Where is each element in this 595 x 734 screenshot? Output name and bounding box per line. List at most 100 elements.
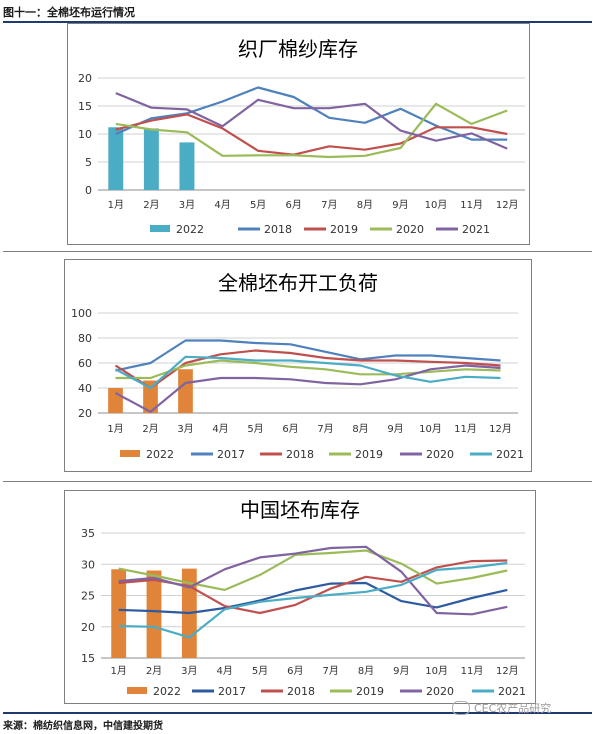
figure-header: 图十一：全棉坯布运行情况	[3, 4, 591, 22]
x-tick-label: 4月	[216, 665, 232, 677]
x-tick-label: 2月	[142, 423, 158, 435]
legend-swatch-2022	[150, 225, 170, 232]
bar-2022-3	[178, 369, 193, 413]
legend-label-2021: 2021	[498, 685, 526, 698]
series-line-2020	[114, 364, 501, 413]
x-tick-label: 12月	[489, 423, 512, 435]
x-tick-label: 8月	[352, 423, 368, 435]
x-tick-label: 8月	[358, 665, 374, 677]
series-line-2019	[118, 549, 508, 592]
series-line-2019	[115, 113, 508, 156]
watermark: CEC农产品研究	[452, 700, 551, 716]
chart-yarn-inventory: 织厂棉纱库存 0 5 10 15 20 1月 2月 3月 4月 5月 6月 7月 8月 9月 10月 11月 12…	[78, 37, 525, 236]
legend-label-2022: 2022	[146, 448, 174, 461]
chart-panel-greige-inventory: 中国坯布库存 15 20 25 30 35 1月 2月 3月 4月 5月 6月 7月 8月 9月 10月 11月…	[64, 490, 536, 704]
y-tick-label: 20	[78, 72, 92, 85]
x-tick-label: 8月	[357, 199, 373, 211]
y-tick-label: 0	[85, 184, 92, 197]
legend-label-2020: 2020	[426, 448, 454, 461]
y-tick-label: 15	[81, 652, 95, 665]
legend-label-2019: 2019	[356, 685, 384, 698]
y-tick-label: 35	[81, 527, 95, 540]
chart-panel-yarn-inventory: 织厂棉纱库存 0 5 10 15 20 1月 2月 3月 4月 5月 6月 7月 8月 9月 10月 11月 12…	[67, 23, 530, 245]
x-tick-label: 11月	[460, 199, 483, 211]
chart-panel-operating-rate: 全棉坯布开工负荷 20 40 60 80 100 1月 2月 3月 4月 5月 6月 7月 8月 9月 10月…	[64, 259, 532, 472]
y-tick-label: 100	[71, 307, 92, 320]
y-tick-label: 20	[81, 621, 95, 634]
x-tick-label: 10月	[425, 665, 448, 677]
legend-label-2017: 2017	[218, 685, 246, 698]
bar-2022-2	[146, 570, 162, 658]
x-tick-label: 3月	[177, 423, 193, 435]
x-tick-label: 3月	[181, 665, 197, 677]
bar-2022-2	[143, 380, 158, 413]
x-tick-label: 7月	[317, 423, 333, 435]
chart-operating-rate: 全棉坯布开工负荷 20 40 60 80 100 1月 2月 3月 4月 5月 6月 7月 8月 9月 10月…	[71, 271, 524, 461]
legend-label-2021: 2021	[496, 448, 524, 461]
x-tick-label: 5月	[252, 665, 268, 677]
x-tick-label: 10月	[419, 423, 442, 435]
y-tick-label: 15	[78, 100, 92, 113]
x-tick-label: 6月	[286, 199, 302, 211]
legend-label-2020: 2020	[426, 685, 454, 698]
series-line-2020	[115, 102, 508, 159]
legend-label-2017: 2017	[217, 448, 245, 461]
source-note: 来源：棉纺织信息网，中信建投期货	[3, 721, 163, 732]
y-tick-label: 25	[81, 590, 95, 603]
separator-rule-2	[3, 481, 592, 482]
x-tick-label: 7月	[321, 199, 337, 211]
y-tick-label: 80	[78, 332, 92, 345]
legend-swatch-2022	[127, 687, 147, 694]
x-tick-label: 3月	[179, 199, 195, 211]
legend-label-2021: 2021	[462, 223, 490, 236]
x-tick-label: 12月	[496, 665, 519, 677]
bar-2022-1	[111, 569, 127, 658]
series-line-2020	[118, 545, 508, 616]
x-tick-label: 1月	[108, 199, 124, 211]
legend-label-2019: 2019	[330, 223, 358, 236]
series-line-2021	[115, 92, 508, 150]
bar-2022-2	[143, 128, 159, 190]
chart-title: 织厂棉纱库存	[238, 37, 358, 61]
x-tick-label: 1月	[110, 665, 126, 677]
y-tick-label: 40	[78, 382, 92, 395]
x-tick-label: 2月	[143, 199, 159, 211]
x-tick-label: 11月	[461, 665, 484, 677]
chart-title: 全棉坯布开工负荷	[218, 271, 378, 295]
x-tick-label: 1月	[107, 423, 123, 435]
legend-label-2020: 2020	[396, 223, 424, 236]
series-line-2017	[118, 581, 508, 615]
legend-label-2019: 2019	[355, 448, 383, 461]
legend-label-2018: 2018	[287, 685, 315, 698]
legend-label-2022: 2022	[176, 223, 204, 236]
bar-2022-3	[179, 142, 195, 190]
bar-2022-1	[108, 127, 124, 190]
x-tick-label: 4月	[214, 199, 230, 211]
chart-greige-inventory: 中国坯布库存 15 20 25 30 35 1月 2月 3月 4月 5月 6月 7月 8月 9月 10月 11月…	[81, 498, 526, 698]
wechat-icon	[452, 701, 470, 715]
x-tick-label: 5月	[250, 199, 266, 211]
legend-label-2018: 2018	[286, 448, 314, 461]
x-tick-label: 9月	[393, 665, 409, 677]
y-tick-label: 5	[85, 156, 92, 169]
series-line-2021	[114, 355, 501, 390]
header-rule	[3, 21, 592, 23]
x-tick-label: 9月	[392, 199, 408, 211]
x-tick-label: 10月	[425, 199, 448, 211]
chart-title: 中国坯布库存	[240, 498, 360, 522]
series-line-2017	[115, 339, 501, 372]
y-tick-label: 10	[78, 128, 92, 141]
separator-rule-1	[3, 251, 592, 252]
x-tick-label: 5月	[247, 423, 263, 435]
x-tick-label: 6月	[282, 423, 298, 435]
x-tick-label: 2月	[146, 665, 162, 677]
legend-label-2022: 2022	[153, 685, 181, 698]
legend-swatch-2022	[120, 450, 140, 457]
x-tick-label: 11月	[454, 423, 477, 435]
series-line-2019	[115, 359, 501, 380]
figure-title: 图十一：全棉坯布运行情况	[3, 6, 135, 19]
y-tick-label: 20	[78, 407, 92, 420]
y-tick-label: 60	[78, 357, 92, 370]
y-tick-label: 30	[81, 558, 95, 571]
x-tick-label: 4月	[212, 423, 228, 435]
